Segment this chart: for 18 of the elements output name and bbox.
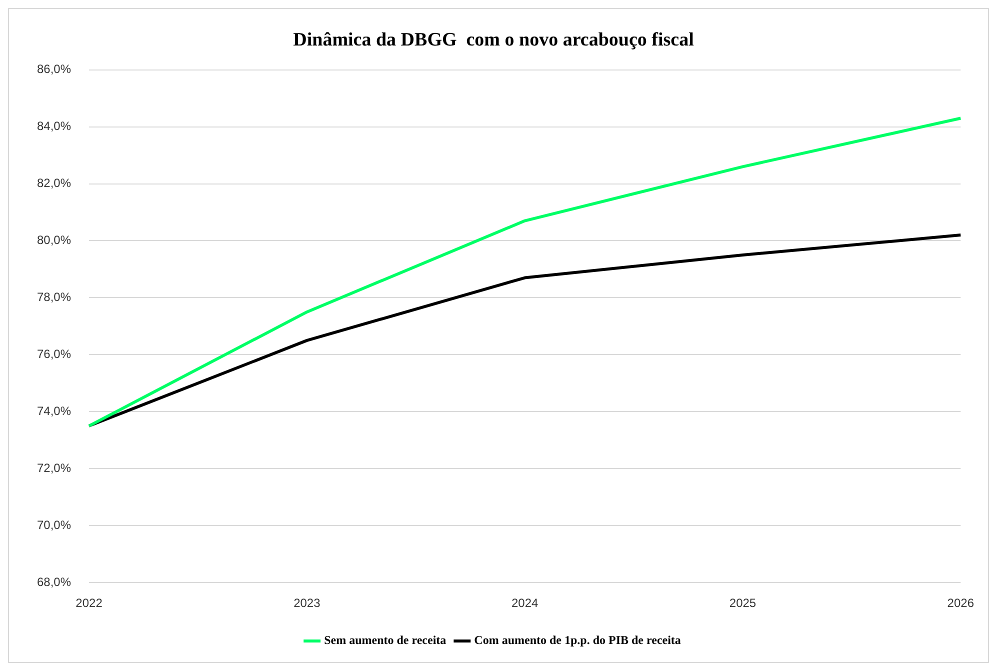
y-tick-label: 80,0%: [36, 233, 72, 248]
x-tick-label: 2026: [947, 596, 974, 610]
x-tick-label: 2024: [511, 596, 539, 610]
y-tick-label: 68,0%: [36, 574, 72, 589]
chart-title: Dinâmica da DBGG com o novo arcabouço fiscal: [293, 29, 694, 50]
y-tick-label: 74,0%: [36, 404, 72, 418]
x-tick-label: 2022: [76, 596, 103, 610]
y-tick-label: 72,0%: [36, 460, 72, 475]
y-tick-label: 70,0%: [36, 518, 72, 532]
x-tick-label: 2025: [729, 596, 756, 610]
x-tick-label: 2023: [294, 596, 321, 610]
y-tick-label: 82,0%: [36, 176, 72, 190]
y-tick-label: 86,0%: [36, 62, 72, 76]
y-tick-label: 84,0%: [36, 119, 72, 134]
legend-label: Sem aumento de receita: [324, 633, 446, 648]
y-tick-label: 78,0%: [36, 290, 72, 304]
y-tick-label: 76,0%: [36, 347, 72, 361]
legend-label: Com aumento de 1p.p. do PIB de receita: [474, 633, 681, 648]
